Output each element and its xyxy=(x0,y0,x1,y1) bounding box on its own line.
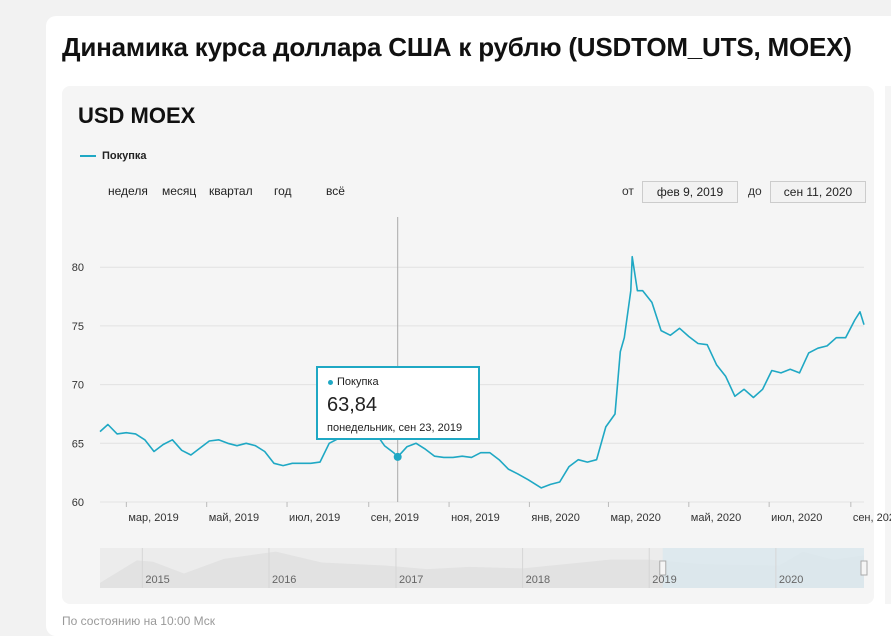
x-tick-label: мар, 2020 xyxy=(610,512,660,524)
line-chart[interactable]: 60 65 70 75 80 мар, 2019 май, 2019 июл, 2019 се… xyxy=(0,0,891,622)
navigator-handle-left[interactable] xyxy=(660,561,666,575)
x-tick-label: май, 2020 xyxy=(691,512,741,524)
navigator-year-label: 2019 xyxy=(652,574,676,586)
navigator-year-label: 2017 xyxy=(399,574,423,586)
x-tick-label: янв, 2020 xyxy=(531,512,579,524)
tooltip-series: Покупка xyxy=(328,376,379,388)
grid-layer xyxy=(100,267,864,502)
hover-point xyxy=(394,453,402,461)
navigator-selection xyxy=(663,548,864,588)
tooltip-dot-icon xyxy=(328,380,333,385)
navigator-year-label: 2018 xyxy=(526,574,550,586)
navigator-handle-right[interactable] xyxy=(861,561,867,575)
tooltip-value: 63,84 xyxy=(327,394,377,417)
x-tick-label: ноя, 2019 xyxy=(451,512,500,524)
x-tick-label: мар, 2019 xyxy=(128,512,178,524)
y-axis: 60 65 70 75 80 xyxy=(72,262,84,509)
y-tick-label: 65 xyxy=(72,438,84,450)
x-tick-label: июл, 2019 xyxy=(289,512,340,524)
tooltip-series-label: Покупка xyxy=(337,376,379,388)
y-tick-label: 70 xyxy=(72,380,84,392)
x-axis: мар, 2019 май, 2019 июл, 2019 сен, 2019 ноя,… xyxy=(126,502,891,524)
navigator-year-label: 2020 xyxy=(779,574,803,586)
y-tick-label: 75 xyxy=(72,321,84,333)
navigator-year-label: 2015 xyxy=(145,574,169,586)
navigator-year-label: 2016 xyxy=(272,574,296,586)
navigator[interactable]: 2015 2016 2017 2018 2019 2020 xyxy=(100,548,867,588)
x-tick-label: июл, 2020 xyxy=(771,512,822,524)
tooltip: Покупка 63,84 понедельник, сен 23, 2019 xyxy=(316,366,480,440)
x-tick-label: сен, 2019 xyxy=(371,512,419,524)
footer-note: По состоянию на 10:00 Мск xyxy=(62,614,215,628)
x-tick-label: сен, 2020 xyxy=(853,512,891,524)
series-line-pokupka xyxy=(100,257,864,488)
y-tick-label: 60 xyxy=(72,497,84,509)
y-tick-label: 80 xyxy=(72,262,84,274)
tooltip-date: понедельник, сен 23, 2019 xyxy=(327,422,462,434)
x-tick-label: май, 2019 xyxy=(209,512,259,524)
